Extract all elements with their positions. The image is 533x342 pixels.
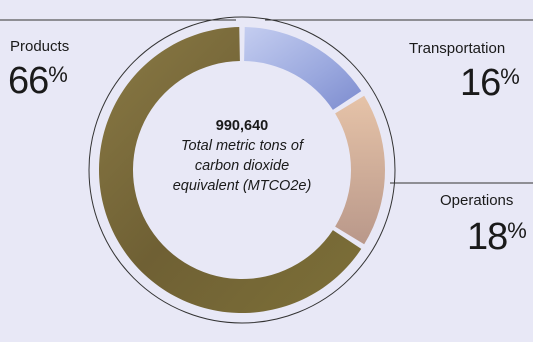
products-percent-value: 66 (8, 60, 49, 102)
center-summary: 990,640 Total metric tons of carbon diox… (168, 116, 316, 196)
transportation-percent: 16% (460, 64, 520, 102)
center-caption: Total metric tons of carbon dioxide equi… (172, 138, 312, 194)
operations-label: Operations (440, 192, 514, 209)
products-percent-symbol: % (48, 62, 68, 87)
center-total: 990,640 (215, 118, 269, 134)
transportation-percent-symbol: % (500, 64, 520, 89)
transportation-slice (244, 27, 362, 110)
outer-ring (88, 16, 396, 324)
transportation-label: Transportation (409, 40, 506, 57)
operations-percent-value: 18 (467, 216, 508, 258)
operations-slice (335, 95, 386, 245)
products-percent: 66% (8, 62, 68, 100)
transportation-percent-value: 16 (460, 62, 501, 104)
products-label: Products (10, 38, 70, 55)
operations-percent-symbol: % (507, 218, 527, 243)
operations-percent: 18% (467, 218, 527, 256)
